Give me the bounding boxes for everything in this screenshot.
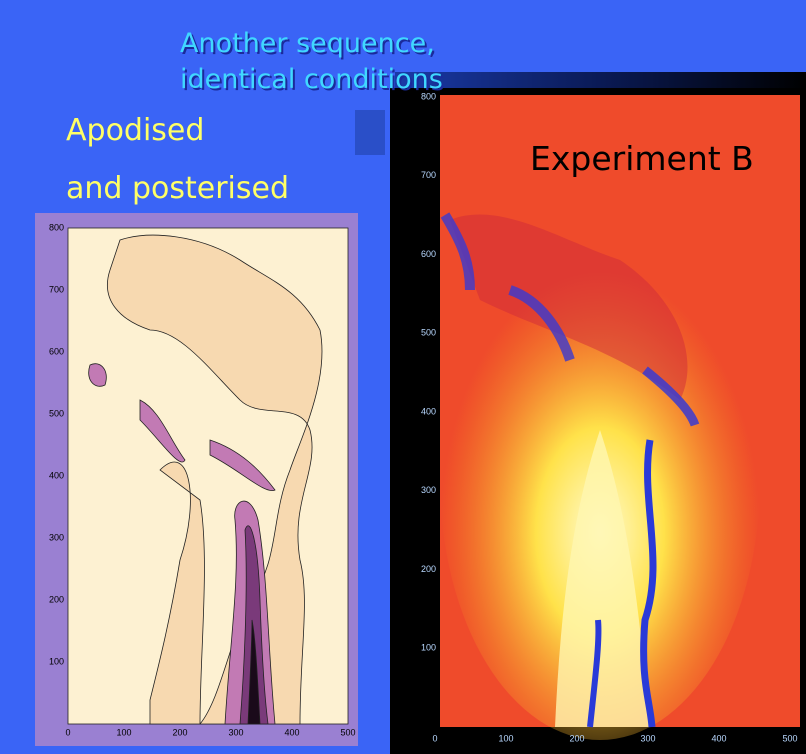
title-line: Another sequence, [180, 28, 435, 59]
y-tick-label: 300 [421, 485, 436, 495]
title-shadow: Another sequence, [182, 30, 437, 61]
y-tick-label: 400 [49, 470, 64, 480]
plume-art [440, 212, 760, 740]
y-tick-label: 800 [49, 222, 64, 232]
x-tick-label: 200 [172, 727, 187, 737]
x-tick-label: 100 [498, 733, 513, 743]
y-tick-label: 100 [421, 643, 436, 653]
x-tick-label: 0 [65, 727, 70, 737]
title-shadow: identical conditions [182, 66, 445, 97]
y-tick-label: 700 [49, 284, 64, 294]
title-line: identical conditions [180, 64, 443, 95]
x-tick-label: 500 [340, 727, 355, 737]
y-tick-label: 800 [421, 91, 436, 101]
y-tick-label: 500 [421, 328, 436, 338]
x-tick-label: 0 [432, 733, 437, 743]
x-tick-label: 400 [284, 727, 299, 737]
shadow-block [355, 110, 385, 155]
y-tick-label: 600 [49, 346, 64, 356]
right-label: Experiment B [530, 139, 754, 178]
y-tick-label: 700 [421, 170, 436, 180]
x-tick-label: 300 [228, 727, 243, 737]
y-tick-label: 200 [49, 594, 64, 604]
y-tick-label: 400 [421, 406, 436, 416]
y-tick-label: 500 [49, 408, 64, 418]
x-tick-label: 500 [782, 733, 797, 743]
y-tick-label: 200 [421, 564, 436, 574]
x-tick-label: 300 [640, 733, 655, 743]
left-label: and posterised [66, 171, 289, 206]
y-tick-label: 100 [49, 656, 64, 666]
shadow-bar [395, 72, 806, 92]
x-tick-label: 400 [711, 733, 726, 743]
contour-art [88, 234, 323, 725]
left-label: Apodised [66, 113, 204, 148]
x-tick-label: 200 [569, 733, 584, 743]
x-tick-label: 100 [116, 727, 131, 737]
ticks: 0 100 200 300 400 500 100 200 300 400 500 600 700 800… [49, 91, 798, 743]
y-tick-label: 300 [49, 532, 64, 542]
y-tick-label: 600 [421, 249, 436, 259]
